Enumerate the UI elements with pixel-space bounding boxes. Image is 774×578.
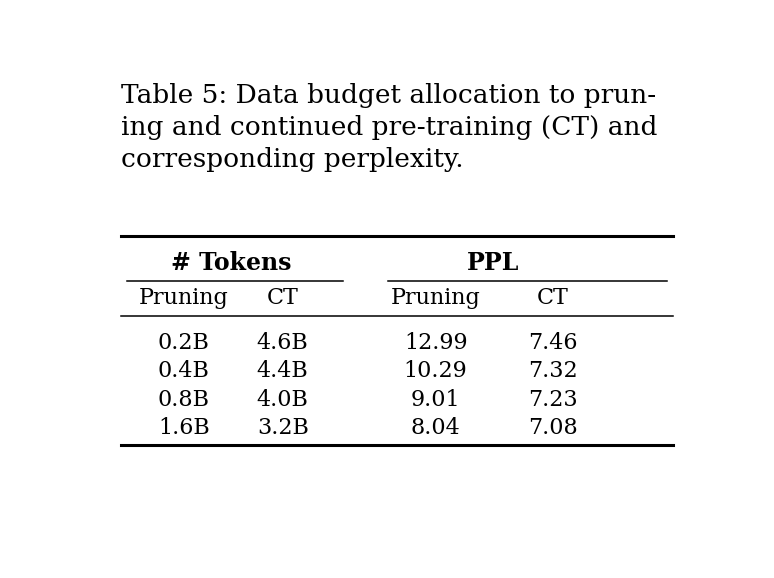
Text: # Tokens: # Tokens [172, 251, 292, 275]
Text: 4.0B: 4.0B [257, 388, 309, 410]
Text: 0.8B: 0.8B [158, 388, 210, 410]
Text: 0.2B: 0.2B [158, 332, 210, 354]
Text: 10.29: 10.29 [404, 360, 467, 382]
Text: 9.01: 9.01 [411, 388, 461, 410]
Text: CT: CT [536, 287, 569, 309]
Text: Pruning: Pruning [391, 287, 481, 309]
Text: 4.4B: 4.4B [257, 360, 309, 382]
Text: 7.23: 7.23 [528, 388, 577, 410]
Text: 12.99: 12.99 [404, 332, 467, 354]
Text: PPL: PPL [467, 251, 519, 275]
Text: 0.4B: 0.4B [158, 360, 210, 382]
Text: 8.04: 8.04 [411, 417, 461, 439]
Text: 7.46: 7.46 [528, 332, 577, 354]
Text: 1.6B: 1.6B [158, 417, 210, 439]
Text: CT: CT [267, 287, 299, 309]
Text: 3.2B: 3.2B [257, 417, 309, 439]
Text: Table 5: Data budget allocation to prun-
ing and continued pre-training (CT) and: Table 5: Data budget allocation to prun-… [121, 83, 657, 172]
Text: 4.6B: 4.6B [257, 332, 309, 354]
Text: 7.08: 7.08 [528, 417, 577, 439]
Text: 7.32: 7.32 [528, 360, 577, 382]
Text: Pruning: Pruning [139, 287, 228, 309]
